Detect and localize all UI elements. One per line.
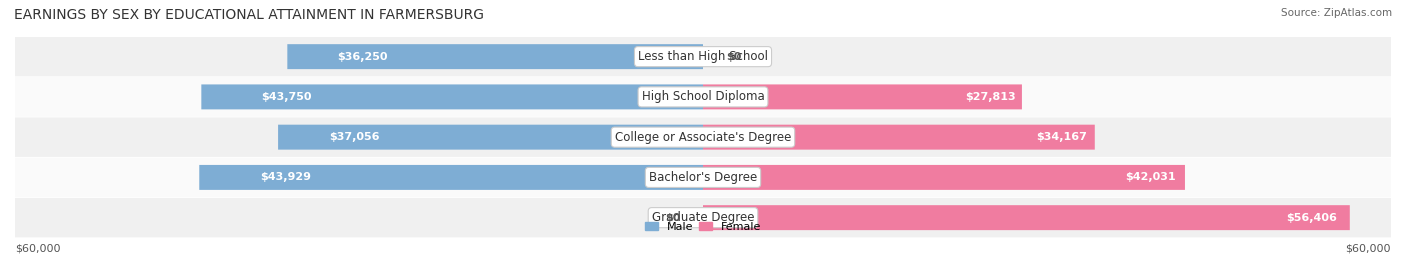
Text: EARNINGS BY SEX BY EDUCATIONAL ATTAINMENT IN FARMERSBURG: EARNINGS BY SEX BY EDUCATIONAL ATTAINMEN… — [14, 8, 484, 22]
Text: $34,167: $34,167 — [1036, 132, 1087, 142]
FancyBboxPatch shape — [201, 84, 703, 109]
Text: $43,750: $43,750 — [262, 92, 312, 102]
Text: $60,000: $60,000 — [15, 244, 60, 254]
FancyBboxPatch shape — [15, 77, 1391, 117]
FancyBboxPatch shape — [15, 37, 1391, 76]
Text: $56,406: $56,406 — [1286, 213, 1337, 223]
Text: $42,031: $42,031 — [1125, 172, 1175, 182]
Legend: Male, Female: Male, Female — [640, 217, 766, 236]
FancyBboxPatch shape — [278, 125, 703, 150]
Text: Graduate Degree: Graduate Degree — [652, 211, 754, 224]
FancyBboxPatch shape — [15, 198, 1391, 237]
Text: $27,813: $27,813 — [965, 92, 1015, 102]
FancyBboxPatch shape — [287, 44, 703, 69]
Text: $37,056: $37,056 — [329, 132, 380, 142]
Text: Less than High School: Less than High School — [638, 50, 768, 63]
Text: $0: $0 — [725, 52, 741, 62]
Text: High School Diploma: High School Diploma — [641, 90, 765, 103]
Text: Source: ZipAtlas.com: Source: ZipAtlas.com — [1281, 8, 1392, 18]
FancyBboxPatch shape — [703, 84, 1022, 109]
Text: $36,250: $36,250 — [337, 52, 388, 62]
FancyBboxPatch shape — [200, 165, 703, 190]
FancyBboxPatch shape — [703, 165, 1185, 190]
FancyBboxPatch shape — [703, 205, 1350, 230]
Text: $0: $0 — [665, 213, 681, 223]
FancyBboxPatch shape — [15, 158, 1391, 197]
Text: Bachelor's Degree: Bachelor's Degree — [650, 171, 756, 184]
Text: $43,929: $43,929 — [260, 172, 311, 182]
Text: $60,000: $60,000 — [1346, 244, 1391, 254]
FancyBboxPatch shape — [15, 118, 1391, 157]
FancyBboxPatch shape — [703, 125, 1095, 150]
Text: College or Associate's Degree: College or Associate's Degree — [614, 131, 792, 144]
